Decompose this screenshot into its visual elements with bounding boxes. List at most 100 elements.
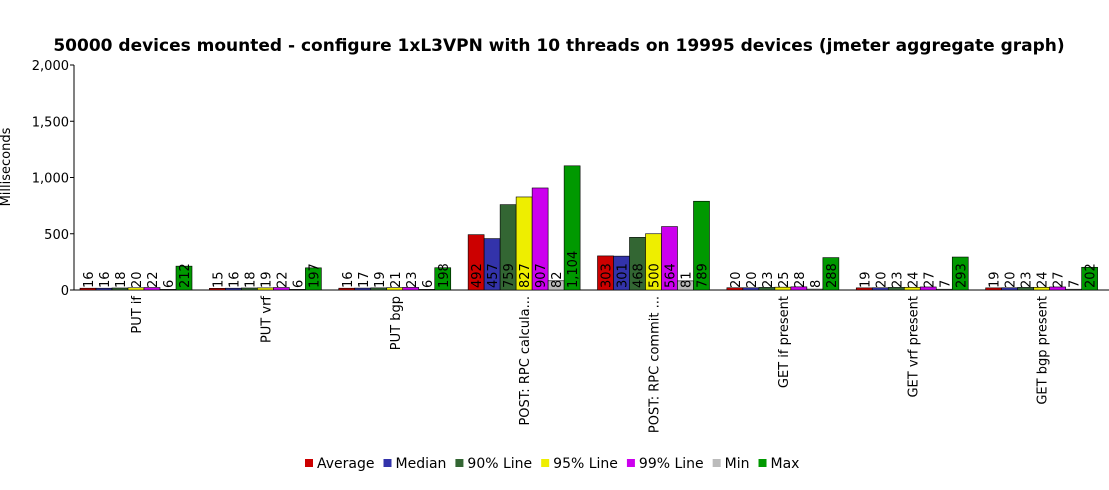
bar-max <box>693 200 710 291</box>
data-label: 23 <box>405 271 420 288</box>
legend-item: Max <box>758 456 800 472</box>
data-label: 22 <box>146 271 161 288</box>
data-label: 20 <box>729 271 744 288</box>
data-label: 564 <box>664 263 679 288</box>
data-label: 20 <box>1004 271 1019 288</box>
bar-min <box>159 289 177 291</box>
category-label: PUT bgp <box>389 296 404 350</box>
y-tick-label: 1,000 <box>32 172 69 187</box>
data-label: 6 <box>291 280 306 288</box>
category-label: POST: RPC calcula... <box>518 296 533 426</box>
data-label: 301 <box>616 263 631 288</box>
bar-min <box>418 289 436 291</box>
data-label: 27 <box>1052 271 1067 288</box>
data-label: 19 <box>373 271 388 288</box>
data-label: 288 <box>825 263 840 288</box>
data-label: 20 <box>874 271 889 288</box>
legend-item: 99% Line <box>626 456 704 472</box>
bar-min <box>806 288 824 291</box>
data-label: 1,104 <box>566 251 581 288</box>
category-label: GET vrf present <box>906 296 921 398</box>
legend-label: 99% Line <box>639 456 704 472</box>
bar-99-line <box>143 287 161 291</box>
data-label: 16 <box>341 271 356 288</box>
data-label: 8 <box>809 280 824 288</box>
data-label: 17 <box>357 271 372 288</box>
data-label: 24 <box>906 271 921 288</box>
bar-99-line <box>790 286 808 291</box>
data-label: 16 <box>98 271 113 288</box>
data-label: 15 <box>211 271 226 288</box>
data-label: 202 <box>1084 263 1099 288</box>
data-label: 23 <box>890 271 905 288</box>
data-label: 24 <box>1036 271 1051 288</box>
legend-swatch <box>305 459 313 467</box>
bar-99-line <box>402 287 420 291</box>
data-label: 16 <box>82 271 97 288</box>
data-label: 907 <box>534 263 549 288</box>
legend-item: Median <box>383 456 446 472</box>
data-label: 27 <box>922 271 937 288</box>
data-label: 28 <box>793 271 808 288</box>
data-label: 293 <box>954 263 969 288</box>
bar-min <box>935 288 953 291</box>
bar-max <box>822 257 840 291</box>
legend-swatch <box>455 459 464 467</box>
data-label: 457 <box>486 263 501 288</box>
axes <box>73 65 1109 291</box>
bar-min <box>1065 288 1082 291</box>
bar-99-line <box>661 226 678 291</box>
bar-max <box>1081 266 1098 291</box>
legend-swatch <box>541 459 550 467</box>
data-label: 21 <box>389 271 404 288</box>
data-label: 82 <box>550 271 565 288</box>
data-label: 827 <box>518 263 533 288</box>
data-label: 759 <box>502 263 517 288</box>
category-label: GET if present <box>777 296 792 388</box>
data-label: 789 <box>696 263 711 288</box>
data-label: 198 <box>437 263 452 288</box>
data-label: 23 <box>1020 271 1035 288</box>
data-label: 23 <box>761 271 776 288</box>
data-label: 212 <box>178 263 193 288</box>
category-label: PUT vrf <box>259 296 274 343</box>
category-label: GET bgp present <box>1036 296 1051 405</box>
bar-99-line <box>273 287 290 291</box>
legend-swatch <box>383 459 392 467</box>
legend-label: 90% Line <box>467 456 532 472</box>
bar-99-line <box>531 187 549 291</box>
data-label: 303 <box>600 263 615 288</box>
legend: Average Median 90% Line 95% Line 99% Line Min… <box>305 456 799 472</box>
data-label: 25 <box>777 271 792 288</box>
y-axis-ticks: 0 500 1,000 1,500 2,000 <box>32 59 74 299</box>
data-label: 20 <box>745 271 760 288</box>
legend-swatch <box>626 459 635 467</box>
data-label: 19 <box>259 271 274 288</box>
y-tick-label: 0 <box>61 284 69 299</box>
bar-max <box>563 165 581 291</box>
bar-min <box>289 289 306 291</box>
data-label: 7 <box>1068 280 1083 288</box>
y-axis-label: Milliseconds <box>0 127 14 206</box>
legend-label: Min <box>725 456 750 472</box>
bar-max <box>305 267 322 291</box>
legend-item: 90% Line <box>455 456 532 472</box>
data-label: 500 <box>648 263 663 288</box>
legend-label: Max <box>771 456 800 472</box>
data-label: 468 <box>632 263 647 288</box>
data-labels: 16 16 18 20 22 6 212 15 16 18 19 22 6 197 16 17 19 21 23 6 1… <box>82 251 1099 288</box>
data-label: 6 <box>421 280 436 288</box>
data-label: 81 <box>680 271 695 288</box>
legend-label: 95% Line <box>553 456 618 472</box>
data-label: 18 <box>243 271 258 288</box>
bar-99-line <box>1049 286 1066 291</box>
bar-99-line <box>919 286 937 291</box>
data-label: 20 <box>130 271 145 288</box>
data-label: 19 <box>988 271 1003 288</box>
y-tick-label: 1,500 <box>32 115 69 130</box>
data-label: 197 <box>307 263 322 288</box>
bar-max <box>434 267 452 291</box>
bars <box>79 165 1098 291</box>
data-label: 16 <box>227 271 242 288</box>
